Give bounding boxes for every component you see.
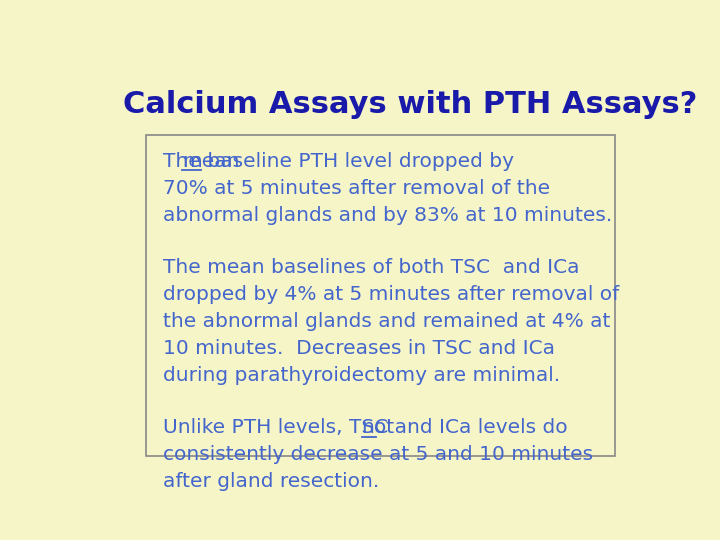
Text: during parathyroidectomy are minimal.: during parathyroidectomy are minimal.	[163, 366, 559, 385]
FancyBboxPatch shape	[145, 136, 615, 456]
Text: mean: mean	[182, 152, 240, 171]
Text: 70% at 5 minutes after removal of the: 70% at 5 minutes after removal of the	[163, 179, 549, 198]
Text: after gland resection.: after gland resection.	[163, 472, 379, 491]
Text: 10 minutes.  Decreases in TSC and ICa: 10 minutes. Decreases in TSC and ICa	[163, 339, 554, 358]
Text: not: not	[361, 418, 395, 437]
Text: The: The	[163, 152, 207, 171]
Text: the abnormal glands and remained at 4% at: the abnormal glands and remained at 4% a…	[163, 312, 610, 331]
Text: dropped by 4% at 5 minutes after removal of: dropped by 4% at 5 minutes after removal…	[163, 285, 618, 304]
Text: abnormal glands and by 83% at 10 minutes.: abnormal glands and by 83% at 10 minutes…	[163, 206, 612, 225]
Text: baseline PTH level dropped by: baseline PTH level dropped by	[202, 152, 514, 171]
Text: Calcium Assays with PTH Assays?: Calcium Assays with PTH Assays?	[124, 90, 698, 119]
Text: The mean baselines of both TSC  and ICa: The mean baselines of both TSC and ICa	[163, 258, 579, 277]
Text: consistently decrease at 5 and 10 minutes: consistently decrease at 5 and 10 minute…	[163, 446, 593, 464]
Text: Unlike PTH levels, TSC and ICa levels do: Unlike PTH levels, TSC and ICa levels do	[163, 418, 574, 437]
